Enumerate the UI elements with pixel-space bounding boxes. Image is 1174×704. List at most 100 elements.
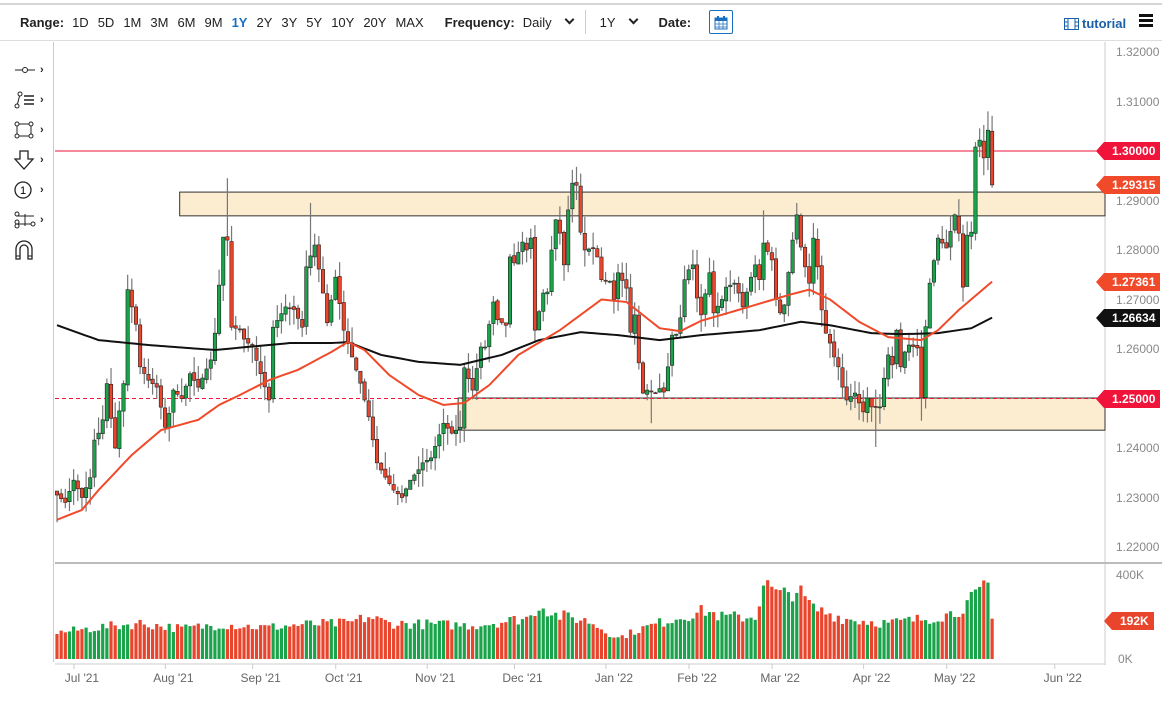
arrow-tool-button[interactable]: › bbox=[14, 149, 48, 171]
support-resistance-zone bbox=[179, 191, 1106, 217]
candle-body bbox=[740, 292, 745, 308]
candle-body bbox=[865, 397, 870, 414]
candle-body bbox=[200, 377, 205, 389]
volume-bar bbox=[458, 626, 462, 659]
candle-body bbox=[956, 215, 961, 234]
volume-bar bbox=[304, 620, 308, 659]
candle-body bbox=[624, 279, 629, 289]
candle-body bbox=[628, 287, 633, 333]
volume-bar bbox=[520, 619, 525, 659]
range-9m[interactable]: 9M bbox=[204, 14, 223, 30]
candle bbox=[217, 269, 222, 336]
candle bbox=[449, 420, 454, 435]
volume-bar bbox=[545, 616, 550, 659]
candle bbox=[333, 269, 338, 301]
candle-body bbox=[287, 307, 292, 310]
range-20y[interactable]: 20Y bbox=[363, 14, 387, 30]
line-tool-button[interactable]: › bbox=[14, 59, 48, 81]
date-picker-button[interactable] bbox=[709, 10, 734, 34]
volume-bar bbox=[225, 629, 229, 659]
volume-bar bbox=[283, 625, 288, 659]
candle bbox=[275, 305, 280, 338]
volume-bar bbox=[516, 624, 520, 659]
candle-body bbox=[616, 272, 621, 300]
period-select[interactable]: 1Y bbox=[600, 14, 649, 30]
candle-body bbox=[167, 413, 172, 429]
candle-body bbox=[873, 406, 878, 408]
range-1d[interactable]: 1D bbox=[72, 14, 89, 30]
magnet-button[interactable] bbox=[14, 239, 48, 261]
candle bbox=[508, 253, 513, 328]
candle-body bbox=[142, 367, 147, 374]
candle-body bbox=[682, 279, 687, 318]
volume-bar bbox=[321, 618, 325, 659]
candle bbox=[133, 304, 138, 332]
price-tick-label: 1.32000 bbox=[1116, 45, 1160, 59]
price-tag: 1.30000 bbox=[1095, 142, 1161, 160]
volume-bar bbox=[317, 625, 321, 659]
candle bbox=[453, 414, 458, 446]
volume-bar bbox=[558, 619, 562, 659]
candle-body bbox=[362, 381, 367, 401]
candle-body bbox=[749, 276, 754, 292]
range-3y[interactable]: 3Y bbox=[281, 14, 298, 30]
candle-body bbox=[483, 346, 488, 349]
candle-body bbox=[283, 306, 288, 315]
candle-body bbox=[399, 493, 404, 498]
candle-body bbox=[981, 140, 986, 159]
pattern-tool-button[interactable]: › bbox=[14, 209, 48, 231]
volume-bar bbox=[815, 611, 820, 659]
chevron-right-icon: › bbox=[40, 184, 44, 196]
volume-bar bbox=[757, 606, 761, 659]
candle-body bbox=[582, 232, 587, 251]
candle-body bbox=[433, 446, 438, 459]
candle-body bbox=[769, 252, 774, 261]
rectangle-tool-button[interactable]: › bbox=[14, 119, 48, 141]
range-5d[interactable]: 5D bbox=[97, 14, 115, 30]
candle-body bbox=[882, 377, 887, 408]
candle bbox=[300, 310, 305, 337]
candle bbox=[869, 397, 874, 422]
volume-bar bbox=[392, 628, 396, 659]
range-6m[interactable]: 6M bbox=[177, 14, 196, 30]
candle bbox=[287, 302, 292, 326]
range-2y[interactable]: 2Y bbox=[256, 14, 273, 30]
range-3m[interactable]: 3M bbox=[150, 14, 169, 30]
candle bbox=[616, 263, 621, 311]
candle-body bbox=[375, 439, 380, 464]
fib-tool-button[interactable]: › bbox=[14, 89, 48, 111]
film-icon bbox=[1064, 17, 1079, 30]
volume-bar bbox=[903, 618, 907, 659]
candle bbox=[728, 270, 733, 302]
candle bbox=[433, 436, 438, 471]
volume-bar bbox=[63, 632, 67, 659]
time-tick-label: Aug '21 bbox=[153, 671, 194, 685]
tutorial-link[interactable]: tutorial bbox=[1064, 16, 1126, 31]
range-5y[interactable]: 5Y bbox=[306, 14, 323, 30]
candle-body bbox=[757, 264, 762, 281]
volume-bar bbox=[396, 625, 400, 659]
range-max[interactable]: MAX bbox=[395, 14, 424, 30]
candle bbox=[495, 298, 500, 326]
candle bbox=[483, 340, 488, 351]
number-marker-button[interactable]: 1 › bbox=[14, 179, 48, 201]
menu-icon[interactable] bbox=[1139, 14, 1153, 29]
range-10y[interactable]: 10Y bbox=[331, 14, 355, 30]
candle-body bbox=[591, 247, 596, 250]
candle-body bbox=[487, 324, 492, 348]
range-1y[interactable]: 1Y bbox=[231, 14, 248, 30]
candle bbox=[665, 353, 670, 392]
candle bbox=[154, 374, 159, 400]
candle bbox=[391, 474, 396, 494]
range-1m[interactable]: 1M bbox=[123, 14, 142, 30]
candle bbox=[898, 322, 903, 373]
time-tick-label: Jan '22 bbox=[594, 671, 634, 685]
volume-bar bbox=[728, 614, 732, 659]
candle bbox=[158, 378, 163, 420]
volume-bar bbox=[770, 586, 774, 659]
candle-body bbox=[474, 368, 479, 391]
frequency-select[interactable]: Daily bbox=[523, 14, 585, 30]
candle-body bbox=[154, 383, 159, 388]
candle-body bbox=[395, 491, 400, 495]
